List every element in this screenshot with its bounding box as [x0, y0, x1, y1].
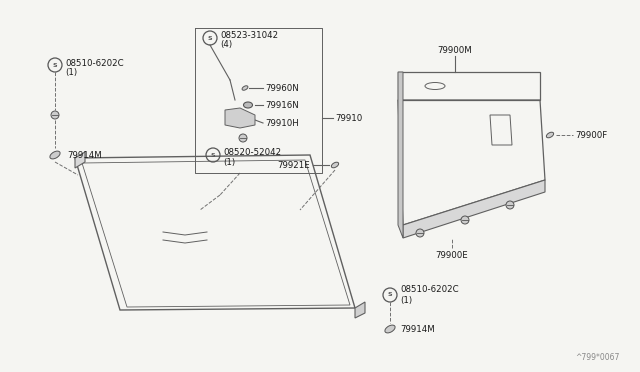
Text: 79900F: 79900F — [575, 131, 607, 140]
Text: 79914M: 79914M — [400, 324, 435, 334]
Text: 08523-31042: 08523-31042 — [220, 31, 278, 39]
Ellipse shape — [385, 325, 395, 333]
Text: (1): (1) — [65, 67, 77, 77]
Text: 79916N: 79916N — [265, 100, 299, 109]
Text: (1): (1) — [223, 157, 235, 167]
Text: 79960N: 79960N — [265, 83, 299, 93]
Text: S: S — [208, 35, 212, 41]
Text: 79910: 79910 — [335, 113, 362, 122]
Text: S: S — [52, 62, 58, 67]
Ellipse shape — [242, 86, 248, 90]
Polygon shape — [355, 302, 365, 318]
Circle shape — [461, 216, 469, 224]
Ellipse shape — [243, 102, 253, 108]
Text: 79914M: 79914M — [67, 151, 102, 160]
Polygon shape — [225, 108, 255, 128]
Circle shape — [51, 111, 59, 119]
Text: 08510-6202C: 08510-6202C — [65, 58, 124, 67]
Ellipse shape — [332, 162, 339, 168]
Ellipse shape — [50, 151, 60, 159]
Text: (4): (4) — [220, 39, 232, 48]
Circle shape — [416, 229, 424, 237]
Circle shape — [239, 134, 247, 142]
Text: 79900E: 79900E — [436, 250, 468, 260]
Text: 79900M: 79900M — [438, 45, 472, 55]
Polygon shape — [398, 72, 403, 238]
Circle shape — [506, 201, 514, 209]
Polygon shape — [403, 180, 545, 238]
Text: S: S — [211, 153, 215, 157]
Polygon shape — [75, 152, 85, 168]
Text: 79921E: 79921E — [277, 160, 310, 170]
Text: 79910H: 79910H — [265, 119, 299, 128]
Text: ^799*0067: ^799*0067 — [575, 353, 620, 362]
Text: (1): (1) — [400, 295, 412, 305]
Text: 08520-52042: 08520-52042 — [223, 148, 281, 157]
Ellipse shape — [547, 132, 554, 138]
Text: S: S — [388, 292, 392, 298]
Text: 08510-6202C: 08510-6202C — [400, 285, 459, 295]
